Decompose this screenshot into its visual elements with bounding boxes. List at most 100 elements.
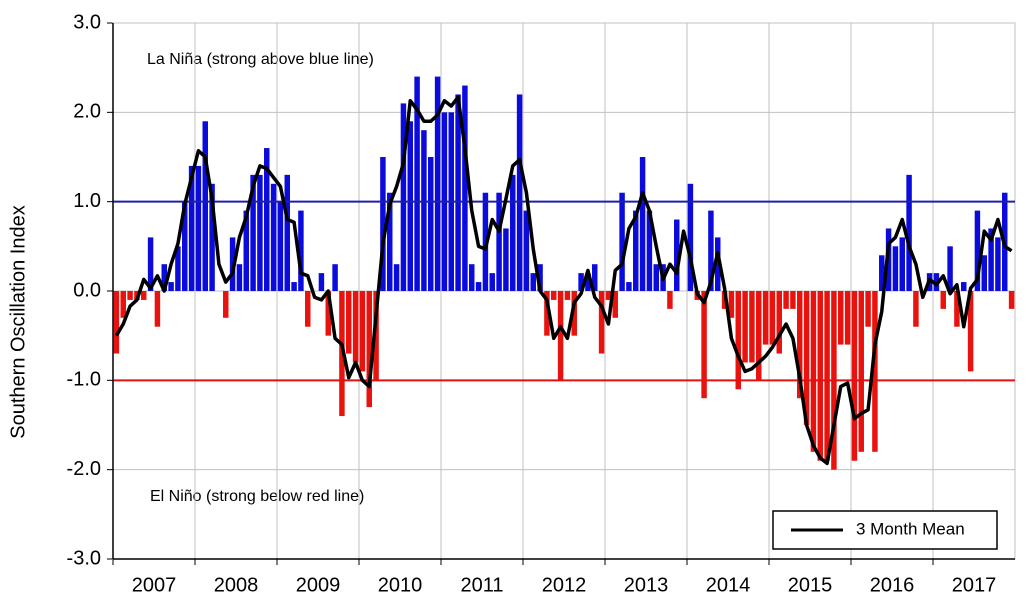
bar (756, 291, 762, 381)
bar (305, 291, 311, 327)
bar (557, 291, 564, 381)
bar (619, 192, 625, 291)
x-tick-label: 2010 (378, 574, 423, 596)
bar (633, 210, 639, 291)
bar (188, 165, 195, 291)
bar (783, 291, 789, 309)
bar (687, 183, 694, 291)
annotation: La Niña (strong above blue line) (147, 51, 374, 68)
bar (728, 291, 735, 318)
annotation: El Niño (strong below red line) (150, 488, 364, 505)
bar (182, 201, 188, 291)
bar (913, 291, 919, 327)
bar (352, 291, 359, 363)
bar (161, 264, 167, 291)
bar (530, 273, 536, 291)
bar (223, 291, 229, 318)
legend-label: 3 Month Mean (856, 519, 965, 538)
bar (537, 264, 543, 291)
x-tick-label: 2015 (788, 574, 833, 596)
bar (510, 174, 516, 291)
bar (571, 291, 577, 336)
bar (872, 291, 878, 452)
bar (318, 273, 325, 291)
bar (373, 291, 379, 381)
bar (578, 273, 584, 291)
bar (270, 183, 277, 291)
bar (598, 291, 605, 354)
bar (175, 246, 181, 291)
bar (701, 291, 707, 399)
bar (715, 237, 721, 291)
x-tick-label: 2011 (460, 574, 503, 596)
x-tick-label: 2014 (706, 574, 751, 596)
bar (257, 174, 263, 291)
bar (646, 210, 653, 291)
bar (612, 291, 618, 318)
bar (981, 255, 987, 291)
bar (749, 291, 755, 363)
bar (291, 282, 297, 291)
bar (954, 291, 960, 327)
bar (120, 291, 126, 318)
bar (988, 228, 994, 291)
bar (544, 291, 550, 336)
bar (202, 121, 208, 292)
bar (325, 291, 331, 336)
bar (735, 291, 741, 390)
bar (776, 291, 782, 354)
bar (113, 291, 120, 354)
bar (585, 273, 591, 291)
bar (503, 228, 509, 291)
y-tick-label: 2.0 (73, 101, 101, 123)
bar (947, 246, 953, 291)
bar (865, 291, 871, 327)
bar (277, 201, 284, 291)
bar (209, 183, 215, 291)
bar (264, 148, 270, 291)
bar (974, 210, 981, 291)
bar (961, 282, 967, 291)
bar (147, 237, 154, 291)
x-tick-label: 2007 (132, 574, 177, 596)
bar (250, 174, 256, 291)
bar (434, 76, 441, 291)
bar (407, 121, 413, 292)
bar (489, 273, 495, 291)
bar (346, 291, 352, 354)
bar (769, 291, 776, 345)
bar (400, 103, 407, 292)
bar (475, 282, 482, 291)
bar (995, 237, 1001, 291)
bar (523, 210, 530, 291)
bar (892, 246, 899, 291)
bar (967, 291, 974, 372)
y-tick-label: 3.0 (73, 11, 101, 33)
bar (879, 255, 885, 291)
bar (639, 157, 646, 291)
y-tick-label: -3.0 (67, 547, 101, 569)
bar (824, 291, 830, 461)
bar (838, 291, 844, 345)
bar (127, 291, 133, 300)
bar (380, 157, 386, 291)
bar (496, 192, 502, 291)
line-series (114, 95, 1013, 466)
bar (906, 174, 912, 291)
bar (858, 291, 864, 452)
bar (810, 291, 817, 452)
x-tick-label: 2016 (870, 574, 915, 596)
bar (393, 264, 400, 291)
bar (168, 282, 174, 291)
x-tick-label: 2008 (214, 574, 259, 596)
bar (414, 76, 420, 291)
bar (455, 94, 461, 291)
bar (332, 264, 338, 291)
bar (708, 210, 714, 291)
y-tick-label: -1.0 (67, 369, 101, 391)
x-tick-label: 2013 (624, 574, 669, 596)
bar (421, 130, 427, 291)
bar (653, 264, 659, 291)
bar (667, 291, 673, 309)
